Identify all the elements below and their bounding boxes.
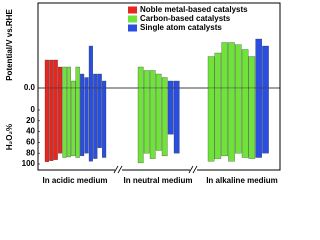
legend-label: Single atom catalysts	[140, 23, 222, 32]
y2-tick-label: 100	[22, 159, 36, 168]
potential-bar	[102, 80, 107, 89]
legend-label: Noble metal-based catalysts	[140, 5, 248, 14]
potential-bar	[149, 70, 156, 89]
selectivity-bar	[84, 87, 89, 154]
x-category-label: In alkaline medium	[206, 176, 278, 185]
potential-bar	[207, 56, 215, 89]
potential-bar	[255, 38, 262, 89]
selectivity-bar	[167, 87, 174, 135]
y2-tick-label: 20	[26, 116, 35, 125]
legend-swatch	[128, 24, 137, 32]
potential-bar	[53, 59, 58, 89]
potential-bar	[155, 73, 162, 89]
selectivity-bar	[58, 87, 63, 154]
selectivity-bar	[207, 87, 215, 162]
potential-bar	[214, 52, 222, 89]
potential-bar	[93, 73, 98, 89]
selectivity-bar	[143, 87, 150, 154]
potential-bar	[235, 44, 242, 89]
potential-bar	[66, 66, 71, 89]
selectivity-bar	[262, 87, 269, 154]
legend-swatch	[128, 6, 137, 14]
selectivity-bar	[155, 87, 162, 151]
potential-bar	[97, 73, 102, 89]
potential-bar	[228, 42, 235, 89]
potential-bar	[143, 70, 150, 89]
potential-bar	[75, 66, 80, 89]
selectivity-bar	[214, 87, 222, 159]
potential-bar	[88, 45, 93, 89]
y-axis-label: Potential/V vs.RHE	[5, 9, 14, 81]
selectivity-bar	[66, 87, 71, 158]
selectivity-bar	[53, 87, 58, 160]
selectivity-bar	[173, 87, 180, 154]
legend-swatch	[128, 15, 137, 23]
potential-bar	[71, 80, 76, 89]
selectivity-bar	[44, 87, 49, 162]
y2-tick-label: 0	[31, 105, 36, 114]
selectivity-bar	[75, 87, 80, 158]
potential-bar	[248, 56, 256, 89]
potential-bar	[49, 59, 54, 89]
y2-axis-label: H₂O₂%	[5, 124, 14, 150]
potential-bar	[137, 66, 144, 89]
potential-bar	[62, 66, 67, 89]
selectivity-bar	[71, 87, 76, 157]
selectivity-bar	[248, 87, 256, 159]
potential-bar	[241, 49, 249, 89]
potential-bar	[44, 59, 49, 89]
selectivity-bar	[88, 87, 93, 162]
potential-bar	[173, 80, 180, 89]
selectivity-bar	[235, 87, 242, 154]
selectivity-bar	[241, 87, 249, 158]
potential-bar	[221, 42, 228, 89]
potential-bar	[80, 73, 85, 89]
selectivity-bar	[80, 87, 85, 157]
x-category-label: In neutral medium	[124, 176, 193, 185]
y2-tick-label: 80	[26, 148, 35, 157]
selectivity-bar	[102, 87, 107, 158]
selectivity-bar	[49, 87, 54, 161]
selectivity-bar	[255, 87, 262, 158]
y2-tick-label: 60	[26, 138, 35, 147]
potential-bar	[262, 45, 269, 89]
x-category-label: In acidic medium	[43, 176, 108, 185]
selectivity-bar	[149, 87, 156, 159]
potential-bar	[167, 80, 174, 89]
selectivity-bar	[97, 87, 102, 148]
legend-label: Carbon-based catalysts	[140, 14, 231, 23]
plot-frame	[37, 2, 281, 171]
selectivity-bar	[228, 87, 235, 162]
selectivity-bar	[93, 87, 98, 159]
selectivity-bar	[221, 87, 228, 157]
potential-bar	[58, 66, 63, 89]
selectivity-bar	[161, 87, 168, 157]
selectivity-bar	[137, 87, 144, 164]
potential-bar	[84, 77, 89, 89]
potential-bar	[161, 77, 168, 89]
y2-tick-label: 40	[26, 127, 35, 136]
selectivity-bar	[62, 87, 67, 158]
axis-break	[113, 165, 198, 174]
y-tick-label: 0.0	[24, 83, 36, 92]
